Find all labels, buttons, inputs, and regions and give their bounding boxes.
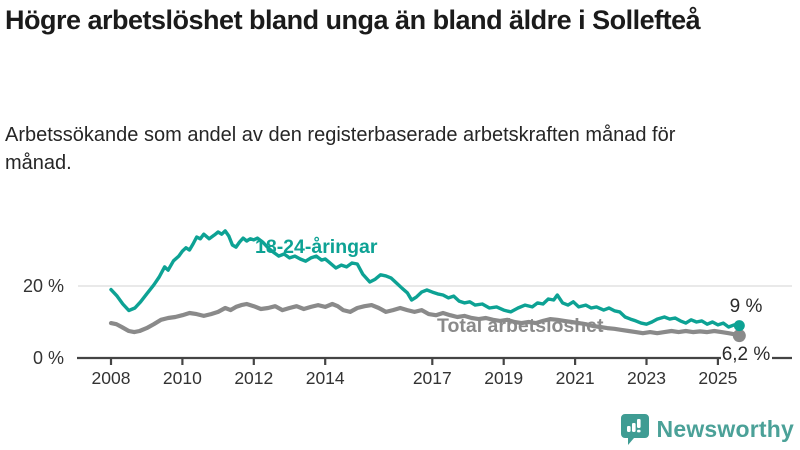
x-axis-tick-label: 2023 <box>627 368 666 388</box>
series-line-youth <box>109 229 741 329</box>
series-line-total <box>108 301 742 338</box>
x-axis-tick-label: 2025 <box>698 368 737 388</box>
x-axis-tick-label: 2008 <box>92 368 131 388</box>
x-axis-tick-label: 2012 <box>234 368 273 388</box>
chart-subtitle: Arbetssökande som andel av den registerb… <box>5 124 676 175</box>
x-axis-tick-label: 2021 <box>556 368 595 388</box>
page-title: Högre arbetslöshet bland unga än bland ä… <box>5 5 701 35</box>
series-label-total: Total arbetslöshet <box>437 315 604 337</box>
newsworthy-logo: Newsworthy <box>620 413 794 446</box>
x-axis-tick-label: 2019 <box>484 368 523 388</box>
brand-name: Newsworthy <box>656 416 794 442</box>
bar-chart-speech-bubble-icon <box>620 414 649 445</box>
end-value-label-total: 6,2 % <box>722 344 771 365</box>
series-label-youth: 18-24-åringar <box>255 235 378 258</box>
y-axis-tick-label: 0 % <box>33 348 64 368</box>
x-axis-tick-label: 2017 <box>413 368 452 388</box>
end-dot-youth <box>733 320 745 332</box>
x-axis-tick-label: 2010 <box>163 368 202 388</box>
end-value-label-youth: 9 % <box>730 296 763 317</box>
y-axis-tick-label: 20 % <box>23 276 64 296</box>
end-dot-total <box>732 329 746 343</box>
x-axis-tick-label: 2014 <box>306 368 345 388</box>
end-label-backdrop <box>721 345 772 361</box>
